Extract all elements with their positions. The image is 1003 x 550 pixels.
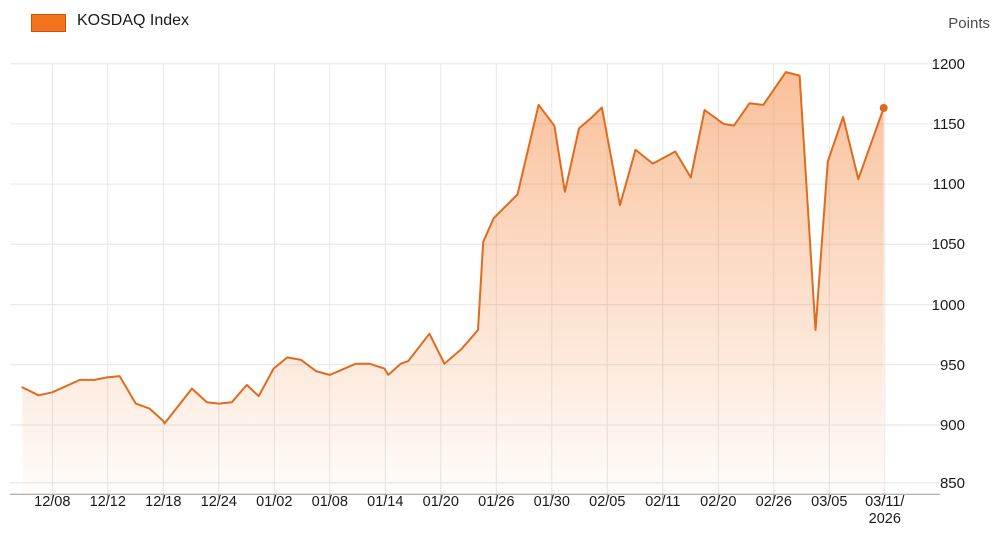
svg-text:02/05: 02/05: [589, 494, 625, 510]
svg-text:02/26: 02/26: [756, 494, 792, 510]
svg-text:02/11: 02/11: [645, 494, 680, 510]
svg-text:2026: 2026: [869, 511, 901, 527]
svg-text:03/05: 03/05: [811, 494, 847, 510]
svg-text:1150: 1150: [933, 116, 965, 133]
svg-text:900: 900: [940, 417, 965, 434]
svg-text:950: 950: [940, 357, 965, 374]
svg-text:1000: 1000: [932, 297, 965, 314]
svg-text:850: 850: [940, 475, 965, 492]
svg-text:12/18: 12/18: [145, 494, 181, 510]
svg-text:01/14: 01/14: [367, 494, 403, 510]
svg-text:01/30: 01/30: [534, 494, 570, 510]
svg-text:01/26: 01/26: [478, 494, 514, 510]
svg-text:12/24: 12/24: [201, 494, 237, 510]
svg-text:1050: 1050: [932, 236, 965, 253]
svg-text:01/02: 01/02: [256, 494, 292, 510]
svg-text:03/11/: 03/11/: [865, 494, 905, 510]
svg-text:01/20: 01/20: [423, 494, 459, 510]
svg-text:1200: 1200: [932, 56, 965, 73]
svg-text:01/08: 01/08: [312, 494, 348, 510]
svg-text:12/08: 12/08: [34, 494, 70, 510]
svg-text:1100: 1100: [933, 176, 965, 193]
svg-text:02/20: 02/20: [700, 494, 736, 510]
svg-text:12/12: 12/12: [90, 494, 126, 510]
